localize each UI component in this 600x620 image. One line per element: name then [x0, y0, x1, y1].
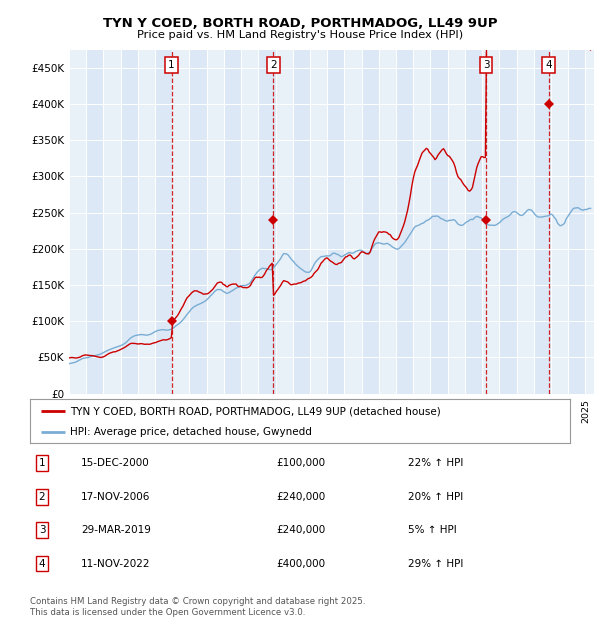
Text: Contains HM Land Registry data © Crown copyright and database right 2025.
This d: Contains HM Land Registry data © Crown c… — [30, 598, 365, 617]
Text: HPI: Average price, detached house, Gwynedd: HPI: Average price, detached house, Gwyn… — [71, 427, 313, 436]
Bar — [241, 50, 259, 394]
Text: 15-DEC-2000: 15-DEC-2000 — [81, 458, 150, 468]
Text: Price paid vs. HM Land Registry's House Price Index (HPI): Price paid vs. HM Land Registry's House … — [137, 30, 463, 40]
Text: TYN Y COED, BORTH ROAD, PORTHMADOG, LL49 9UP: TYN Y COED, BORTH ROAD, PORTHMADOG, LL49… — [103, 17, 497, 30]
Text: £240,000: £240,000 — [276, 492, 325, 502]
Bar — [448, 50, 465, 394]
Text: 20% ↑ HPI: 20% ↑ HPI — [408, 492, 463, 502]
Bar — [172, 50, 190, 394]
Text: 2: 2 — [38, 492, 46, 502]
Bar — [138, 50, 155, 394]
Text: 4: 4 — [38, 559, 46, 569]
Bar — [586, 50, 600, 394]
Bar — [310, 50, 327, 394]
Text: 2: 2 — [270, 60, 277, 70]
Bar — [344, 50, 362, 394]
Text: 5% ↑ HPI: 5% ↑ HPI — [408, 525, 457, 535]
Bar — [275, 50, 293, 394]
Text: 3: 3 — [483, 60, 490, 70]
Text: TYN Y COED, BORTH ROAD, PORTHMADOG, LL49 9UP (detached house): TYN Y COED, BORTH ROAD, PORTHMADOG, LL49… — [71, 406, 441, 416]
Text: £240,000: £240,000 — [276, 525, 325, 535]
Bar — [207, 50, 224, 394]
Text: 1: 1 — [168, 60, 175, 70]
Text: 1: 1 — [38, 458, 46, 468]
Text: 29-MAR-2019: 29-MAR-2019 — [81, 525, 151, 535]
Text: 4: 4 — [545, 60, 552, 70]
Bar — [413, 50, 430, 394]
Bar — [517, 50, 534, 394]
Text: 3: 3 — [38, 525, 46, 535]
Text: 17-NOV-2006: 17-NOV-2006 — [81, 492, 151, 502]
Text: 11-NOV-2022: 11-NOV-2022 — [81, 559, 151, 569]
Bar — [103, 50, 121, 394]
Text: 22% ↑ HPI: 22% ↑ HPI — [408, 458, 463, 468]
Bar — [482, 50, 499, 394]
Text: £400,000: £400,000 — [276, 559, 325, 569]
Text: 29% ↑ HPI: 29% ↑ HPI — [408, 559, 463, 569]
Bar — [551, 50, 568, 394]
Bar — [69, 50, 86, 394]
Text: £100,000: £100,000 — [276, 458, 325, 468]
Bar — [379, 50, 396, 394]
